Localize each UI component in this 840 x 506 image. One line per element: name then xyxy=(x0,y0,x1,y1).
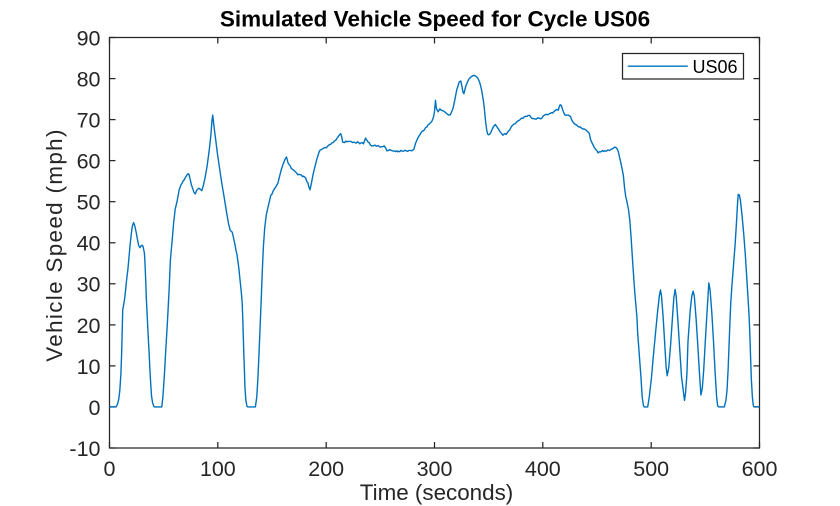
svg-text:50: 50 xyxy=(77,191,101,215)
svg-text:40: 40 xyxy=(77,232,101,256)
svg-text:300: 300 xyxy=(417,457,453,481)
svg-text:60: 60 xyxy=(77,150,101,174)
svg-text:20: 20 xyxy=(77,314,101,338)
svg-text:600: 600 xyxy=(742,457,778,481)
svg-text:70: 70 xyxy=(77,109,101,133)
svg-text:-10: -10 xyxy=(69,437,100,461)
svg-text:400: 400 xyxy=(525,457,561,481)
svg-text:100: 100 xyxy=(200,457,236,481)
svg-text:0: 0 xyxy=(104,457,116,481)
svg-text:30: 30 xyxy=(77,273,101,297)
svg-text:Time (seconds): Time (seconds) xyxy=(360,480,513,505)
svg-text:10: 10 xyxy=(77,355,101,379)
svg-text:200: 200 xyxy=(308,457,344,481)
svg-text:0: 0 xyxy=(89,396,101,420)
svg-text:US06: US06 xyxy=(693,57,738,77)
svg-text:90: 90 xyxy=(77,26,101,50)
svg-text:80: 80 xyxy=(77,68,101,92)
svg-text:Simulated Vehicle Speed for Cy: Simulated Vehicle Speed for Cycle US06 xyxy=(220,6,650,31)
svg-text:Vehicle Speed (mph): Vehicle Speed (mph) xyxy=(42,128,67,362)
svg-text:500: 500 xyxy=(633,457,669,481)
